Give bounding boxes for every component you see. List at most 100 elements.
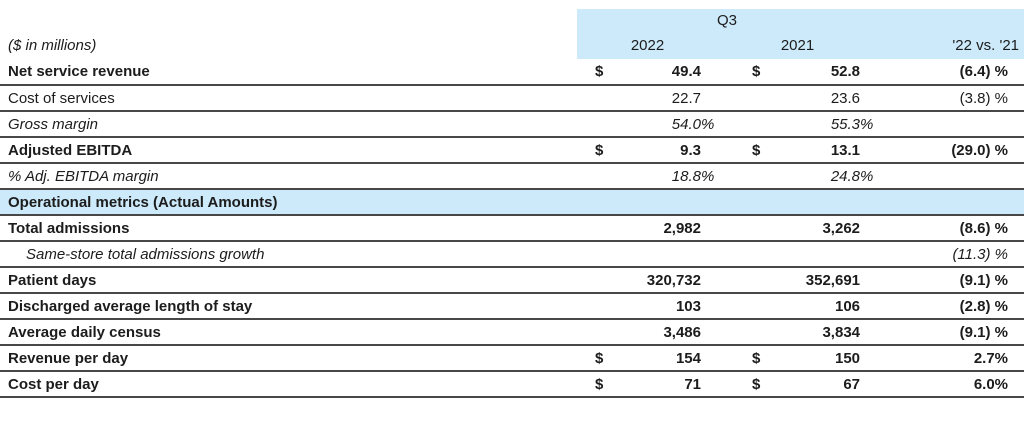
currency-symbol-2021 (718, 111, 768, 138)
value-2021: 150 (768, 345, 878, 372)
table-row-average-daily-census: Average daily census 3,486 3,834 (9.1) % (0, 319, 1024, 346)
currency-symbol-2022 (577, 111, 615, 138)
currency-symbol-2022: $ (577, 59, 615, 86)
header-spacer-right (877, 9, 1024, 32)
table-row-net-service-revenue: Net service revenue $ 49.4 $ 52.8 (6.4) … (0, 59, 1024, 86)
table-row-adj-ebitda-margin: % Adj. EBITDA margin 18.8% 24.8% (0, 163, 1024, 190)
period-header-row: Q3 (0, 9, 1024, 32)
value-suffix: % (860, 115, 874, 133)
value-number: 23.6 (830, 89, 861, 107)
value-2022: 3,486 (615, 319, 718, 346)
value-2022: 54.0% (615, 111, 718, 138)
value-number: 22.7 (671, 89, 701, 107)
row-label: Net service revenue (0, 59, 577, 86)
column-header-2021: 2021 (718, 32, 878, 59)
currency-symbol-2022 (577, 215, 615, 242)
section-label: Operational metrics (Actual Amounts) (0, 189, 577, 216)
value-2022: 22.7 (615, 85, 718, 112)
change-value: (9.1) % (877, 267, 1024, 294)
currency-symbol-2021: $ (718, 137, 768, 164)
value-2022: 9.3 (615, 137, 718, 164)
table-row-adjusted-ebitda: Adjusted EBITDA $ 9.3 $ 13.1 (29.0) % (0, 137, 1024, 164)
change-value: (6.4) % (877, 59, 1024, 86)
currency-symbol-2021 (718, 293, 768, 320)
value-2021: 67 (768, 371, 878, 398)
value-number: 2,982 (663, 219, 701, 237)
value-number: 3,262 (822, 219, 861, 237)
value-2021: 24.8% (768, 163, 878, 190)
currency-symbol-2022 (577, 163, 615, 190)
row-label: Discharged average length of stay (0, 293, 577, 320)
currency-symbol-2021: $ (718, 59, 768, 86)
value-2021: 106 (768, 293, 878, 320)
change-value: 2.7% (877, 345, 1024, 372)
currency-symbol-2022 (577, 85, 615, 112)
value-2022: 18.8% (615, 163, 718, 190)
table-row-same-store-admissions-growth: Same-store total admissions growth (11.3… (0, 241, 1024, 268)
value-2022: 154 (615, 345, 718, 372)
value-number: 150 (834, 349, 861, 367)
table-body: Net service revenue $ 49.4 $ 52.8 (6.4) … (0, 59, 1024, 398)
table-row-revenue-per-day: Revenue per day $ 154 $ 150 2.7% (0, 345, 1024, 372)
currency-symbol-2021 (718, 319, 768, 346)
value-number: 49.4 (671, 63, 701, 80)
value-2022: 2,982 (615, 215, 718, 242)
value-suffix: % (701, 167, 715, 185)
value-number: 24.8 (830, 167, 861, 185)
value-2021: 3,834 (768, 319, 878, 346)
currency-symbol-2022 (577, 319, 615, 346)
change-value (877, 111, 1024, 138)
row-label: Cost per day (0, 371, 577, 398)
currency-symbol-2022 (577, 189, 615, 216)
currency-symbol-2021 (718, 189, 768, 216)
column-header-2022: 2022 (577, 32, 718, 59)
row-label: % Adj. EBITDA margin (0, 163, 577, 190)
value-2021 (768, 189, 878, 216)
value-2021: 3,262 (768, 215, 878, 242)
value-number: 154 (675, 349, 701, 367)
change-value: (2.8) % (877, 293, 1024, 320)
change-value: (11.3) % (877, 241, 1024, 268)
value-2022: 320,732 (615, 267, 718, 294)
value-number: 103 (675, 297, 701, 315)
value-number: 55.3 (830, 115, 861, 133)
value-2022: 71 (615, 371, 718, 398)
currency-symbol-2021 (718, 163, 768, 190)
change-value: (8.6) % (877, 215, 1024, 242)
currency-symbol-2021 (718, 215, 768, 242)
row-label: Total admissions (0, 215, 577, 242)
value-number: 9.3 (680, 141, 701, 159)
currency-symbol-2022: $ (577, 345, 615, 372)
value-number: 3,834 (822, 323, 861, 341)
row-label: Average daily census (0, 319, 577, 346)
value-number: 71 (684, 375, 701, 393)
value-number: 52.8 (830, 63, 861, 80)
currency-symbol-2021: $ (718, 345, 768, 372)
change-value: (9.1) % (877, 319, 1024, 346)
units-label: ($ in millions) (8, 37, 97, 54)
row-label: Revenue per day (0, 345, 577, 372)
value-number: 67 (843, 375, 861, 393)
value-number: 3,486 (663, 323, 701, 341)
value-2022: 49.4 (615, 59, 718, 86)
currency-symbol-2022 (577, 293, 615, 320)
value-2021 (768, 241, 878, 268)
table-row-discharged-avg-length-of-stay: Discharged average length of stay 103 10… (0, 293, 1024, 320)
currency-symbol-2021 (718, 85, 768, 112)
table-row-gross-margin: Gross margin 54.0% 55.3% (0, 111, 1024, 138)
table-header: Q3 ($ in millions) 2022 2021 '22 vs. '21 (0, 9, 1024, 59)
change-value (877, 163, 1024, 190)
financial-metrics-table: Q3 ($ in millions) 2022 2021 '22 vs. '21… (0, 9, 1024, 398)
currency-symbol-2022 (577, 267, 615, 294)
row-label: Gross margin (0, 111, 577, 138)
change-value: (3.8) % (877, 85, 1024, 112)
table-row-total-admissions: Total admissions 2,982 3,262 (8.6) % (0, 215, 1024, 242)
change-value: 6.0% (877, 371, 1024, 398)
table-row-patient-days: Patient days 320,732 352,691 (9.1) % (0, 267, 1024, 294)
value-number: 54.0 (671, 115, 701, 133)
value-suffix: % (701, 115, 715, 133)
row-label: Adjusted EBITDA (0, 137, 577, 164)
value-suffix: % (860, 167, 874, 185)
value-number: 320,732 (646, 271, 701, 289)
currency-symbol-2021 (718, 241, 768, 268)
